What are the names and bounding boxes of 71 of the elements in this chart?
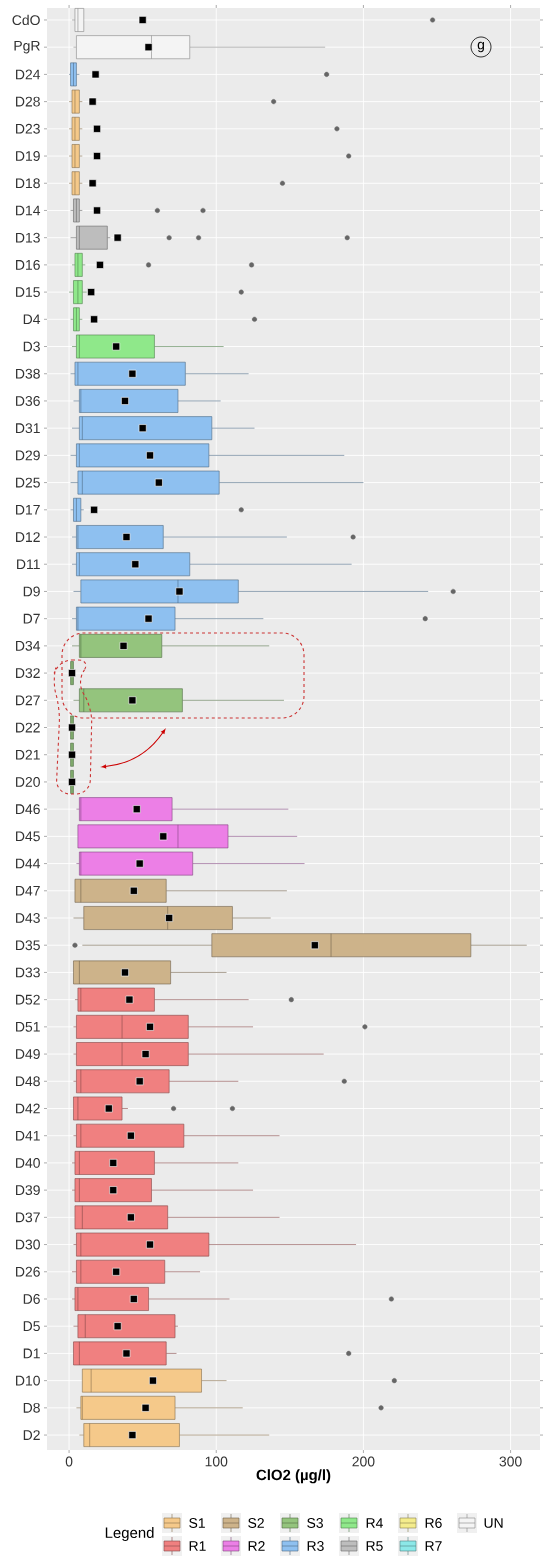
y-tick-label: D2 [23,1430,40,1440]
y-tick-label: D36 [16,396,40,406]
y-tick-label: D48 [16,1076,40,1087]
y-tick-label: D34 [16,640,41,651]
y-tick-label: D10 [16,1375,40,1386]
y-tick-label: D15 [16,287,40,297]
y-tick-label: D42 [16,1103,40,1114]
y-tick-label: D14 [16,205,41,216]
y-tick-label: D21 [16,749,40,760]
y-tick-label: D20 [16,776,40,787]
y-tick-label: D16 [16,259,40,270]
x-axis-title: ClO2 (µg/l) [256,1469,331,1484]
y-tick-label: D33 [16,967,40,978]
y-tick-label: D24 [16,69,41,80]
y-tick-label: D47 [16,885,40,896]
legend-label: R2 [248,1541,265,1551]
y-tick-label: D12 [16,532,40,542]
y-tick-label: D7 [23,613,40,624]
y-tick-label: D5 [23,1321,40,1332]
y-tick-label: D18 [16,178,40,189]
y-tick-label: D31 [16,423,40,434]
y-tick-label: D26 [16,1266,40,1277]
y-tick-label: D6 [23,1294,40,1304]
y-tick-label: D1 [23,1348,40,1359]
legend-label: R1 [189,1541,206,1551]
y-tick-label: D38 [16,368,40,379]
y-tick-label: D39 [16,1185,40,1196]
y-tick-label: D45 [16,831,40,842]
annotation: g [477,41,484,53]
legend-label: S3 [307,1518,323,1528]
legend-label: R5 [366,1541,383,1551]
x-tick-label: 200 [352,1456,375,1467]
y-tick-label: D52 [16,994,40,1005]
legend-label: S2 [248,1518,264,1528]
y-tick-label: D9 [23,586,40,597]
legend-label: R4 [366,1518,383,1528]
legend-label: S1 [189,1518,205,1528]
y-tick-label: D19 [16,151,40,161]
y-tick-label: D49 [16,1049,40,1060]
y-tick-label: PgR [14,40,40,54]
y-tick-label: D35 [16,940,40,951]
y-tick-label: D37 [16,1212,40,1223]
y-tick-label: D8 [23,1402,40,1413]
y-tick-label: D23 [16,123,40,134]
legend-label: R7 [425,1541,442,1551]
y-tick-label: D22 [16,722,40,733]
legend-label: R3 [307,1541,324,1551]
y-tick-label: D51 [16,1021,40,1032]
y-tick-label: D30 [16,1239,40,1250]
x-tick-label: 0 [65,1456,73,1467]
legend-label: R6 [425,1518,442,1528]
y-tick-label: D41 [16,1130,40,1141]
y-tick-label: D29 [16,450,40,461]
y-tick-label: D32 [16,668,40,679]
y-tick-label: D17 [16,505,40,515]
y-tick-label: CdO [12,14,40,26]
y-tick-label: D40 [16,1157,40,1168]
legend-title: Legend [105,1527,154,1541]
y-tick-label: D25 [16,477,40,488]
x-tick-label: 100 [205,1456,228,1467]
y-tick-label: D44 [16,858,41,869]
y-tick-label: D3 [23,341,40,352]
y-tick-label: D11 [17,559,40,570]
y-tick-label: D13 [16,232,40,243]
y-tick-label: D46 [16,804,40,815]
y-tick-label: D43 [16,913,40,923]
x-tick-label: 300 [499,1456,522,1467]
y-tick-label: D4 [23,314,41,325]
y-tick-label: D27 [16,695,40,706]
legend-label: UN [484,1518,503,1528]
y-tick-label: D28 [16,96,40,107]
